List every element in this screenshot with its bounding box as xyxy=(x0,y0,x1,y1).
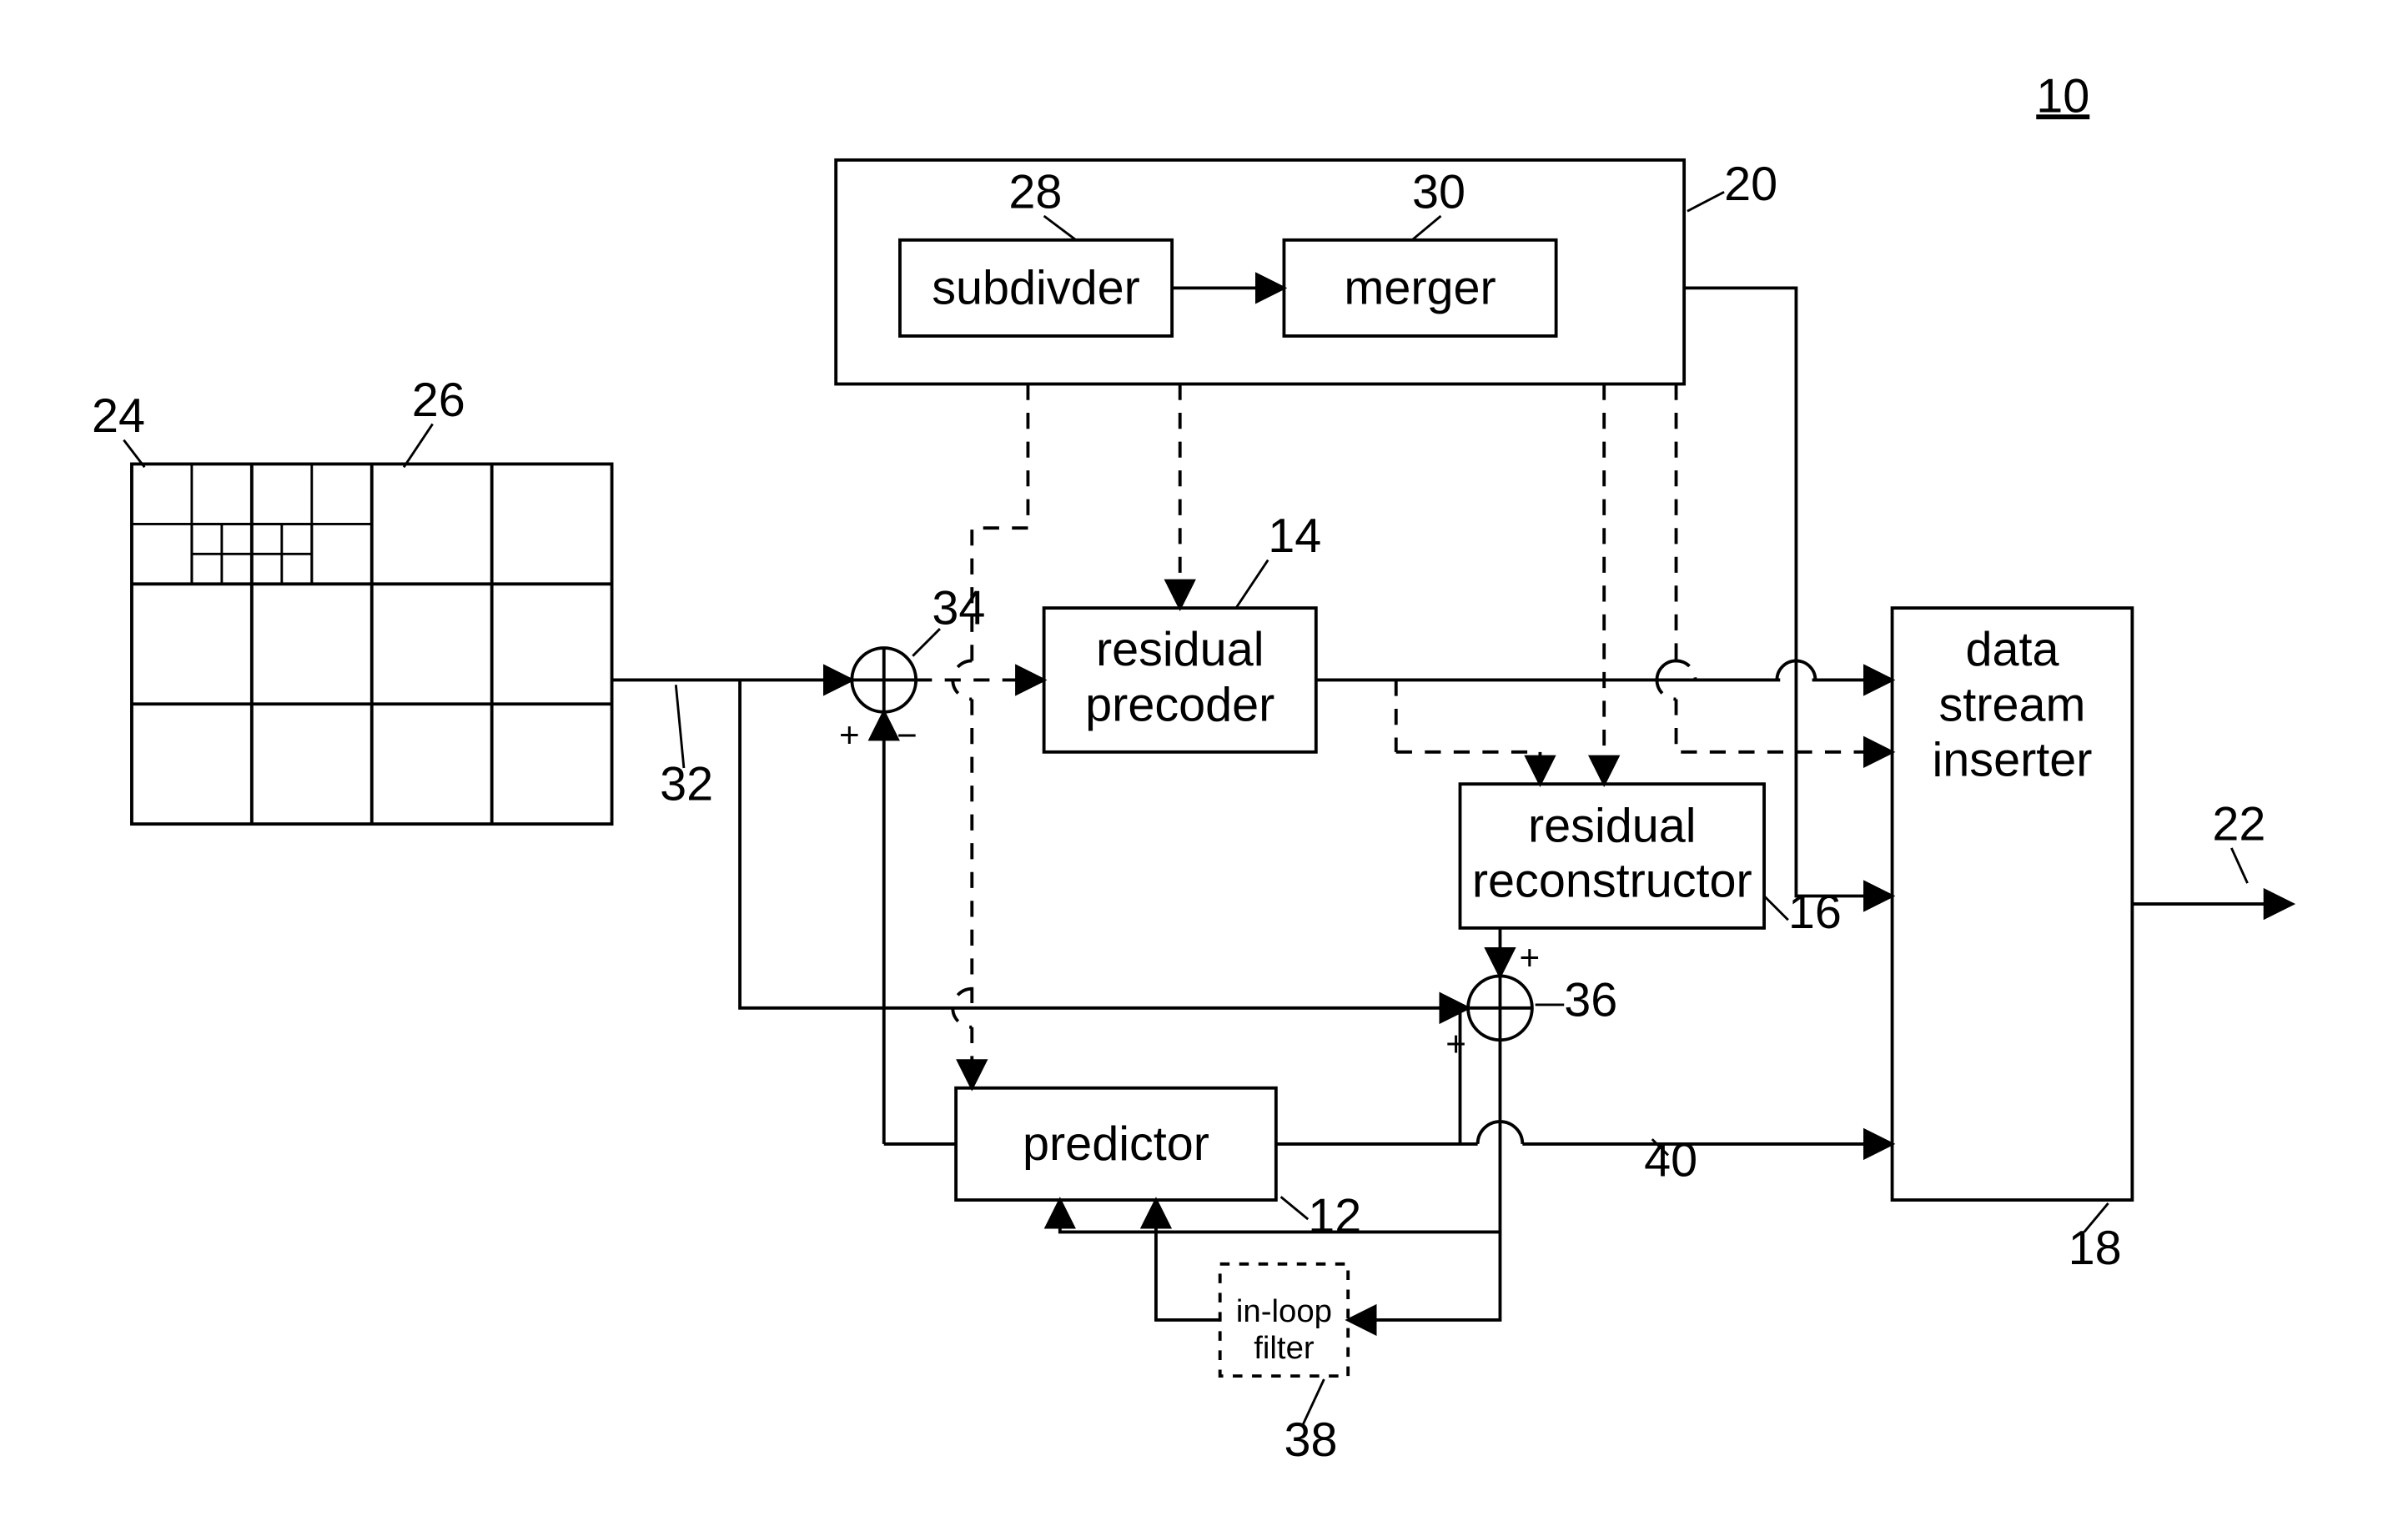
ref-30: 30 xyxy=(1412,165,1465,218)
adder34-minus: − xyxy=(897,715,917,755)
ref-20: 20 xyxy=(1724,158,1777,211)
wire-g20-solid-down xyxy=(1684,288,1796,640)
lead-32 xyxy=(676,685,684,768)
ref-24: 24 xyxy=(92,389,145,443)
lead-22 xyxy=(2231,848,2247,883)
wire-a36-direct-to-pred xyxy=(1060,1200,1501,1232)
in-loop-filter-label: in-loopfilter xyxy=(1236,1293,1332,1366)
lead-20 xyxy=(1687,192,1724,211)
data-stream-inserter-label: datastreaminserter xyxy=(1933,623,2093,786)
ref-22: 22 xyxy=(2212,797,2265,851)
wire-a36-to-filter xyxy=(1348,1040,1500,1320)
wire-hop xyxy=(1657,660,1696,680)
lead-12 xyxy=(1281,1197,1309,1219)
ref-26: 26 xyxy=(412,374,465,427)
ref-40: 40 xyxy=(1644,1133,1697,1187)
wire-filter-to-pred xyxy=(1156,1200,1220,1320)
predictor-label: predictor xyxy=(1023,1117,1209,1171)
wire-precoder-branch-down2 xyxy=(1396,752,1541,784)
lead-14 xyxy=(1236,560,1268,609)
ref-38: 38 xyxy=(1284,1413,1337,1467)
residual-reconstructor-label: residualreconstructor xyxy=(1472,799,1752,907)
wire-g20-right-b xyxy=(1677,699,1893,751)
ref-14: 14 xyxy=(1268,509,1321,563)
ref-32: 32 xyxy=(660,757,713,811)
ref-12: 12 xyxy=(1308,1189,1361,1242)
lead-16 xyxy=(1764,896,1788,921)
merger-label: merger xyxy=(1344,262,1496,315)
ref-18: 18 xyxy=(2069,1222,2122,1275)
adder36-plus-left: + xyxy=(1445,1024,1466,1063)
residual-precoder-label: residualprecoder xyxy=(1085,623,1274,731)
lead-26 xyxy=(404,424,433,467)
lead-30 xyxy=(1412,216,1441,240)
ref-28: 28 xyxy=(1008,165,1062,218)
figure-ref-10: 10 xyxy=(2036,69,2089,123)
adder36-plus-top: + xyxy=(1519,938,1540,977)
subdivider-label: subdivder xyxy=(932,262,1140,315)
adder34-plus: + xyxy=(839,715,860,755)
lead-28 xyxy=(1044,216,1076,240)
lead-34 xyxy=(912,629,940,656)
ref-36: 36 xyxy=(1564,973,1617,1027)
ref-34: 34 xyxy=(932,581,985,635)
